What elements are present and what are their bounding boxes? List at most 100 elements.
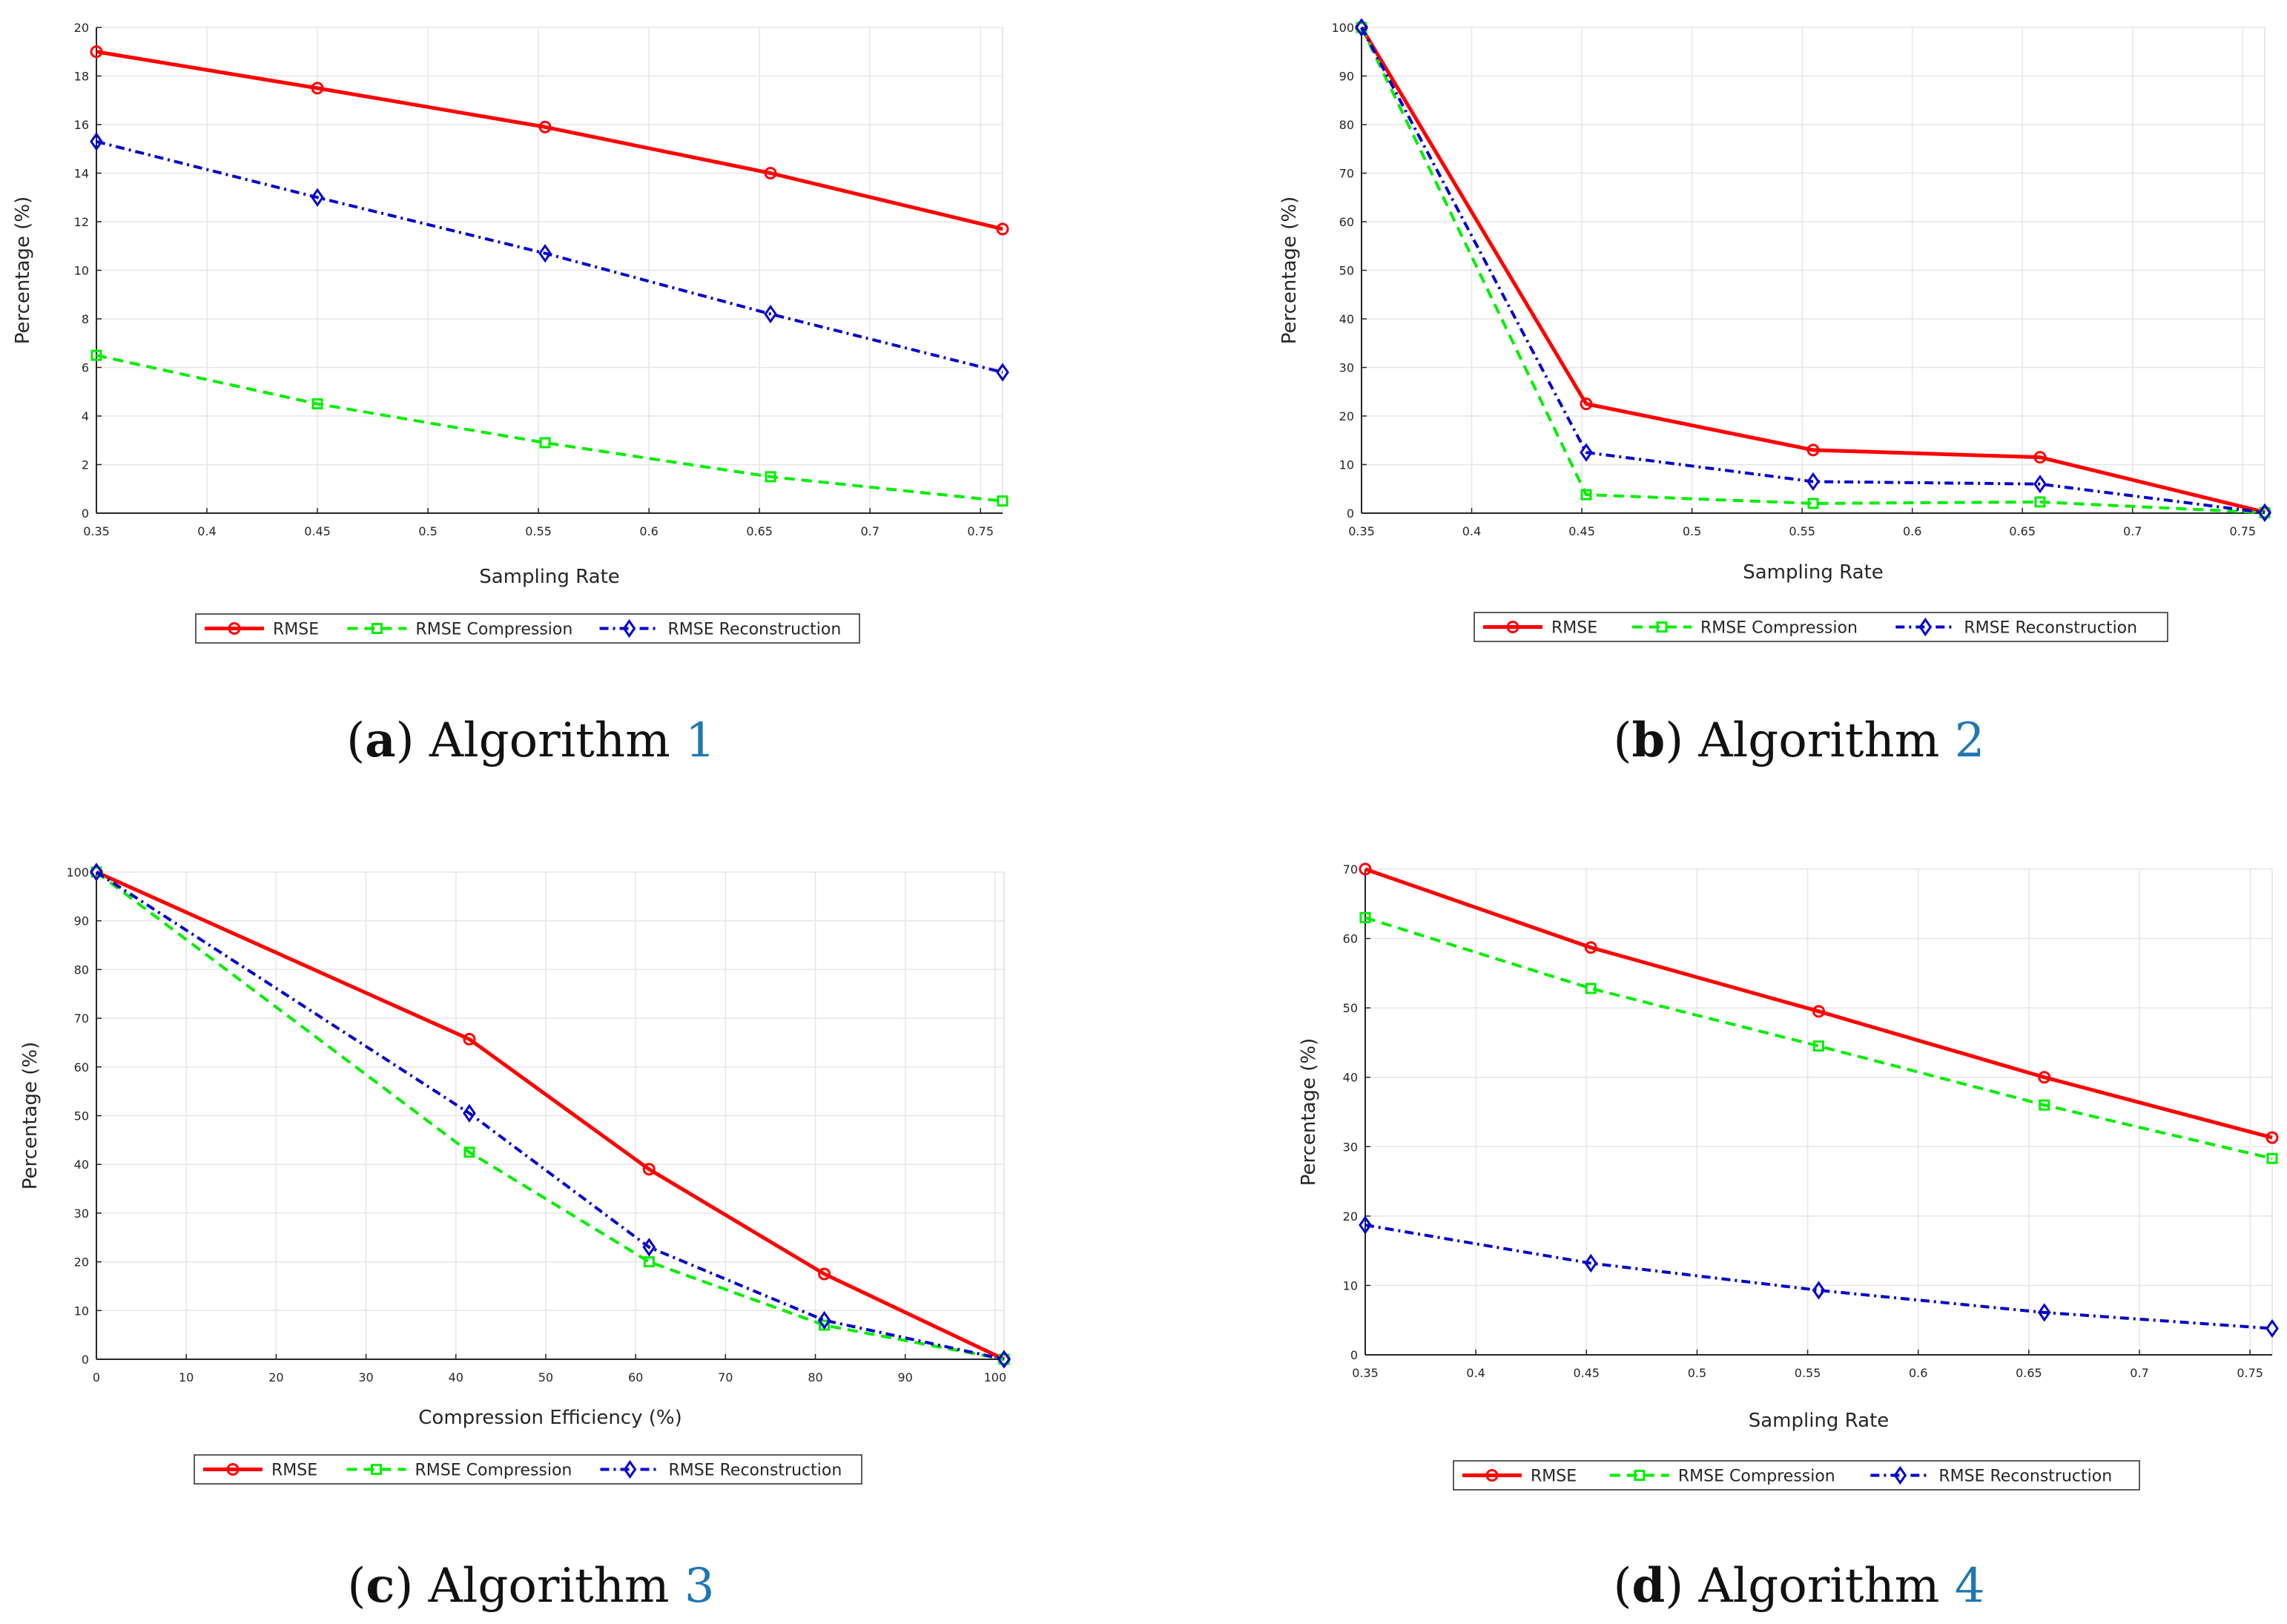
y-tick-label: 50	[1343, 1001, 1358, 1015]
data-point-compression	[90, 349, 102, 361]
plot-area	[1364, 868, 2273, 1356]
data-point-rmse	[2033, 451, 2047, 464]
series-reconstruction	[90, 132, 1009, 382]
legend-box	[194, 1454, 862, 1485]
y-axis-label: Percentage (%)	[1298, 1038, 1320, 1186]
data-point-reconstruction	[764, 304, 777, 324]
y-tick-label: 40	[74, 1158, 89, 1172]
x-tick-label: 100	[984, 1370, 1007, 1384]
x-tick-label: 0.35	[1348, 524, 1375, 538]
data-point-rmse	[1580, 397, 1593, 411]
x-tick-label: 20	[268, 1370, 283, 1384]
subfigure-caption: (d) Algorithm 4	[1614, 1558, 1985, 1614]
series-line-reconstruction	[96, 139, 1003, 374]
legend-label-reconstruction: RMSE Reconstruction	[668, 621, 842, 639]
series-line-rmse	[1359, 26, 2265, 515]
x-tick-label: 0.65	[746, 524, 773, 538]
data-point-rmse	[1812, 1005, 1825, 1018]
data-point-reconstruction	[642, 1238, 656, 1257]
x-tick-label: 10	[179, 1370, 194, 1384]
series-line-compression	[1360, 27, 2265, 515]
data-point-rmse	[1584, 941, 1597, 954]
data-point-rmse	[2038, 1071, 2051, 1084]
caption-paren-close: )	[1665, 713, 1698, 768]
data-point-compression	[539, 437, 551, 449]
data-point-compression	[1580, 489, 1592, 501]
x-tick-label: 0.65	[2009, 524, 2036, 538]
y-tick-label: 30	[1343, 1140, 1358, 1154]
x-tick-label: 0.7	[2123, 524, 2142, 538]
data-point-rmse	[1806, 443, 1820, 457]
data-point-reconstruction	[997, 1350, 1011, 1369]
legend-marker-rmse	[226, 1463, 240, 1476]
chart-panel-d: 0.35 0.4 0.45 0.5 0.55 0.6 0.65 0.7 0.75 0 10 20 30 4…	[1298, 862, 2279, 1614]
y-tick-label: 60	[1339, 215, 1354, 229]
x-tick-label: 0.35	[83, 524, 110, 538]
caption-letter: b	[1631, 713, 1665, 768]
y-axis-label: Percentage (%)	[1278, 197, 1301, 345]
series-rmse	[1359, 862, 2279, 1144]
x-tick-label: 0.5	[1683, 524, 1701, 538]
y-tick-label: 0	[1350, 1348, 1358, 1362]
x-tick-label: 0.75	[2237, 1366, 2263, 1380]
legend-marker-reconstruction	[1893, 1465, 1907, 1485]
data-point-reconstruction	[1812, 1281, 1826, 1300]
series-compression	[1356, 22, 2271, 518]
y-tick-label: 0	[1347, 506, 1354, 521]
x-axis-label: Sampling Rate	[479, 566, 620, 588]
legend-label-compression: RMSE Compression	[415, 621, 572, 639]
x-tick-label: 80	[808, 1370, 822, 1384]
x-tick-label: 0.6	[1903, 524, 1921, 538]
caption-text: Algorithm	[428, 1559, 684, 1614]
x-tick-label: 50	[538, 1370, 553, 1384]
data-point-rmse	[311, 82, 324, 95]
y-tick-label: 8	[82, 312, 89, 326]
y-tick-label: 30	[1339, 361, 1354, 375]
series-line-reconstruction	[95, 871, 1005, 1361]
caption-ref: 4	[1955, 1559, 1985, 1614]
series-line-rmse	[96, 50, 1003, 231]
x-tick-label: 0.6	[1909, 1366, 1927, 1380]
y-tick-label: 50	[1339, 264, 1354, 278]
y-tick-label: 30	[74, 1207, 89, 1221]
x-tick-label: 0.55	[525, 524, 552, 538]
x-tick-label: 60	[628, 1370, 643, 1384]
data-point-reconstruction	[1806, 472, 1820, 492]
legend-label-compression: RMSE Compression	[1700, 619, 1858, 638]
legend-marker-reconstruction	[1918, 617, 1933, 637]
caption-letter: d	[1631, 1558, 1665, 1614]
data-point-compression	[997, 495, 1009, 507]
y-axis-label: Percentage (%)	[19, 1042, 42, 1190]
x-tick-label: 0.4	[1466, 1366, 1485, 1380]
caption-ref: 2	[1955, 713, 1985, 768]
series-line-reconstruction	[1360, 27, 2265, 515]
x-tick-label: 0.4	[1462, 524, 1481, 538]
y-tick-label: 10	[74, 1304, 89, 1318]
legend-label-reconstruction: RMSE Reconstruction	[1938, 1468, 2112, 1486]
legend-marker-rmse	[1485, 1469, 1499, 1482]
chart-panel-c: 0 10 20 30 40 50 60 70 80 90 100 0 10 20 30 40 50 60 70 80 9…	[19, 862, 1011, 1614]
y-tick-label: 20	[74, 21, 89, 35]
legend-label-reconstruction: RMSE Reconstruction	[1964, 619, 2137, 638]
x-tick-label: 0.5	[418, 524, 437, 538]
data-point-rmse	[818, 1267, 831, 1281]
data-point-reconstruction	[817, 1310, 831, 1330]
x-tick-label: 0.45	[304, 524, 331, 538]
x-tick-label: 70	[718, 1370, 733, 1384]
y-tick-label: 16	[74, 118, 89, 132]
y-tick-label: 40	[1343, 1071, 1358, 1085]
caption-ref: 1	[685, 713, 716, 768]
x-tick-label: 90	[898, 1370, 913, 1384]
y-tick-label: 0	[82, 1353, 89, 1367]
x-tick-label: 0.5	[1688, 1366, 1706, 1380]
data-point-compression	[1359, 912, 1371, 923]
y-tick-label: 90	[1339, 70, 1354, 84]
legend-box	[1453, 1460, 2140, 1491]
y-tick-label: 6	[82, 361, 89, 375]
y-tick-label: 40	[1339, 312, 1354, 326]
data-point-reconstruction	[1355, 18, 1368, 37]
legend-box	[195, 613, 860, 644]
data-point-reconstruction	[90, 862, 103, 882]
data-point-compression	[2034, 496, 2046, 508]
